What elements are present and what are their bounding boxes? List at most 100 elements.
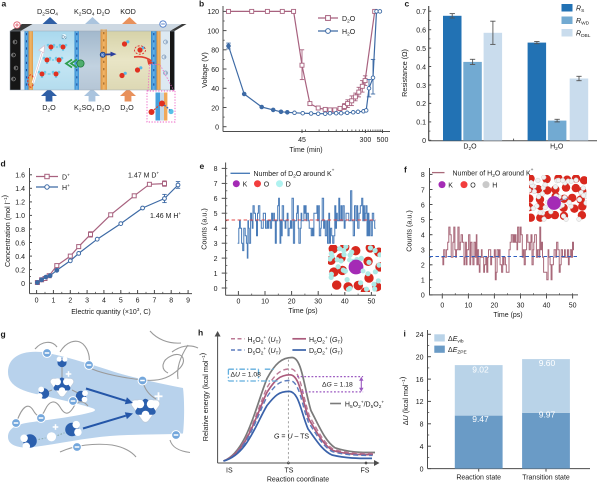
svg-text:0.5: 0.5: [416, 46, 426, 53]
svg-text:7: 7: [214, 181, 218, 188]
svg-text:D: D: [286, 181, 291, 188]
svg-text:10: 10: [261, 299, 269, 306]
svg-text:8: 8: [421, 172, 425, 179]
svg-text:10: 10: [465, 303, 473, 310]
svg-text:24: 24: [416, 332, 424, 339]
svg-text:h: h: [198, 328, 203, 338]
svg-text:0.2: 0.2: [416, 101, 426, 108]
svg-text:100: 100: [207, 28, 219, 35]
svg-text:Counts (a.u.): Counts (a.u.): [200, 208, 209, 250]
svg-text:0: 0: [215, 125, 219, 132]
svg-text:d: d: [1, 159, 6, 169]
svg-text:0: 0: [440, 303, 444, 310]
svg-text:20: 20: [211, 105, 219, 112]
svg-text:f: f: [404, 165, 407, 175]
svg-text:Time (ps): Time (ps): [493, 312, 522, 319]
svg-text:Relative energy (kcal mol–1): Relative energy (kcal mol–1): [198, 353, 210, 441]
svg-text:D5O2+ (GT): D5O2+ (GT): [309, 347, 343, 357]
svg-text:K2SO4 D2O: K2SO4 D2O: [74, 103, 110, 114]
svg-text:0.6: 0.6: [15, 240, 25, 247]
svg-text:0.4: 0.4: [15, 254, 25, 261]
svg-text:0.1: 0.1: [416, 120, 426, 127]
svg-text:30: 30: [517, 303, 525, 310]
svg-text:0: 0: [422, 138, 426, 145]
svg-text:1.6: 1.6: [15, 173, 25, 180]
svg-text:Concentration (mol l–1): Concentration (mol l–1): [0, 195, 12, 267]
svg-text:1.0: 1.0: [15, 213, 25, 220]
svg-text:0: 0: [236, 299, 240, 306]
svg-text:D2O: D2O: [342, 16, 356, 25]
svg-text:D2: D2: [61, 34, 66, 40]
svg-text:20: 20: [288, 299, 296, 306]
svg-text:RDBL: RDBL: [576, 31, 591, 40]
svg-text:Time (min): Time (min): [289, 147, 322, 154]
svg-text:H: H: [492, 182, 497, 189]
svg-text:6: 6: [421, 202, 425, 209]
svg-text:K: K: [243, 181, 248, 188]
svg-text:K2SO4 D2O: K2SO4 D2O: [74, 7, 110, 18]
svg-text:g: g: [1, 329, 6, 339]
svg-text:D2SO4: D2SO4: [37, 7, 58, 18]
svg-text:0.3: 0.3: [416, 83, 426, 90]
svg-text:ΔEZPE: ΔEZPE: [448, 347, 467, 356]
svg-text:12: 12: [416, 399, 424, 406]
svg-text:a: a: [2, 0, 7, 9]
svg-text:40: 40: [543, 303, 551, 310]
svg-text:K: K: [101, 53, 104, 58]
svg-text:5: 5: [421, 217, 425, 224]
svg-text:G = U – TS: G = U – TS: [274, 434, 309, 441]
svg-text:Resistance (Ω): Resistance (Ω): [400, 49, 409, 97]
svg-text:H5O2+/D5O2+: H5O2+/D5O2+: [345, 400, 384, 410]
svg-text:9.47: 9.47: [472, 414, 489, 424]
svg-text:5: 5: [214, 211, 218, 218]
svg-text:1.4: 1.4: [15, 186, 25, 193]
svg-text:Transition state: Transition state: [522, 475, 570, 482]
svg-text:5: 5: [119, 298, 123, 305]
svg-text:1.47 M D+: 1.47 M D+: [128, 172, 159, 180]
svg-text:O: O: [264, 181, 270, 188]
svg-text:50: 50: [569, 303, 577, 310]
svg-text:ΔU (kcal mol–1): ΔU (kcal mol–1): [398, 377, 410, 426]
svg-text:IS: IS: [226, 468, 233, 475]
svg-text:4: 4: [214, 226, 218, 233]
svg-text:H2O: H2O: [550, 144, 564, 153]
svg-text:4: 4: [102, 298, 106, 305]
svg-text:H5O2+ (GT): H5O2+ (GT): [309, 336, 343, 346]
svg-text:0: 0: [214, 286, 218, 293]
svg-text:120: 120: [207, 9, 219, 16]
svg-text:1: 1: [214, 271, 218, 278]
svg-text:0.4: 0.4: [416, 64, 426, 71]
svg-text:ΔEvib: ΔEvib: [448, 336, 464, 345]
svg-text:2: 2: [214, 256, 218, 263]
svg-text:40: 40: [341, 299, 349, 306]
svg-text:20: 20: [491, 303, 499, 310]
svg-text:c: c: [405, 0, 410, 9]
svg-text:80: 80: [211, 48, 219, 55]
svg-text:8: 8: [420, 422, 424, 429]
svg-text:7: 7: [421, 187, 425, 194]
svg-text:9: 9: [186, 298, 190, 305]
svg-text:9.60: 9.60: [539, 358, 556, 368]
svg-text:e: e: [200, 161, 205, 171]
svg-text:TS: TS: [285, 468, 294, 475]
svg-text:b: b: [199, 0, 204, 9]
svg-text:0: 0: [420, 466, 424, 473]
svg-text:16: 16: [416, 377, 424, 384]
svg-text:2: 2: [68, 298, 72, 305]
svg-text:Number of H2O around K+: Number of H2O around K+: [453, 168, 534, 179]
svg-text:D2O: D2O: [463, 144, 477, 153]
svg-text:3: 3: [85, 298, 89, 305]
svg-text:45: 45: [298, 137, 306, 144]
svg-text:i: i: [404, 329, 406, 339]
svg-text:50: 50: [368, 299, 376, 306]
svg-text:Counts (a.u.): Counts (a.u.): [405, 210, 414, 252]
svg-text:9.02: 9.02: [472, 365, 489, 375]
svg-text:Voltage (V): Voltage (V): [200, 52, 209, 88]
svg-text:6: 6: [136, 298, 140, 305]
svg-text:9.97: 9.97: [539, 410, 556, 420]
svg-text:D5O2+ (UT): D5O2+ (UT): [248, 347, 281, 357]
svg-text:60: 60: [211, 67, 219, 74]
svg-text:40: 40: [211, 86, 219, 93]
svg-text:D+: D+: [62, 174, 70, 182]
svg-text:0.2: 0.2: [15, 267, 25, 274]
